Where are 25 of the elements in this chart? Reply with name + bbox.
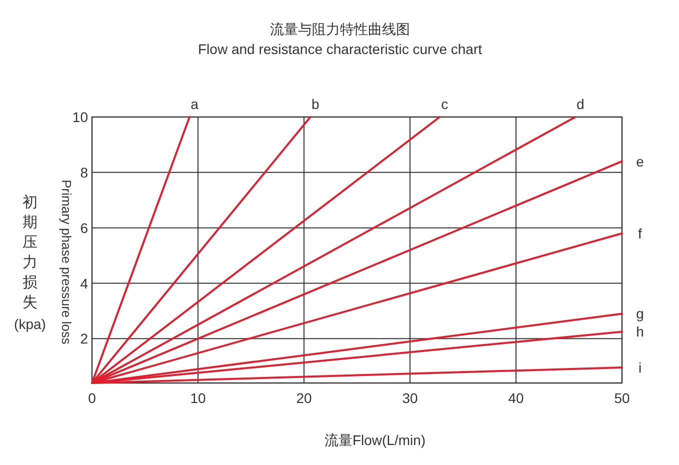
- series-label: c: [441, 96, 448, 112]
- x-tick-label: 50: [614, 390, 630, 406]
- text: Primary phase pressure loss: [59, 180, 74, 345]
- x-tick-label: 40: [508, 390, 524, 406]
- x-tick-label: 20: [296, 390, 312, 406]
- series-label: e: [636, 153, 644, 170]
- series-label: f: [638, 225, 642, 242]
- y-tick-label: 8: [80, 164, 88, 180]
- chart-subtitle: Flow and resistance characteristic curve chart: [198, 41, 482, 57]
- y-tick-label: 6: [80, 220, 88, 236]
- x-tick-label: 30: [402, 390, 418, 406]
- series-label: i: [638, 359, 642, 376]
- y-tick-label: 4: [80, 275, 88, 292]
- y-tick-label: 2: [80, 330, 88, 347]
- series-label: g: [636, 306, 644, 322]
- y-axis-title: 初期压力损失(kpa): [14, 194, 46, 332]
- x-tick-label: 0: [88, 390, 96, 406]
- x-axis-title: 流量Flow(L/min): [324, 432, 426, 448]
- chart-title: 流量与阻力特性曲线图: [270, 21, 410, 37]
- x-tick-label: 10: [190, 390, 206, 406]
- y-tick-label: 10: [72, 109, 88, 125]
- series-label: b: [311, 96, 320, 112]
- series-label: h: [636, 324, 644, 340]
- series-label: a: [190, 96, 199, 112]
- series-label: d: [576, 96, 584, 112]
